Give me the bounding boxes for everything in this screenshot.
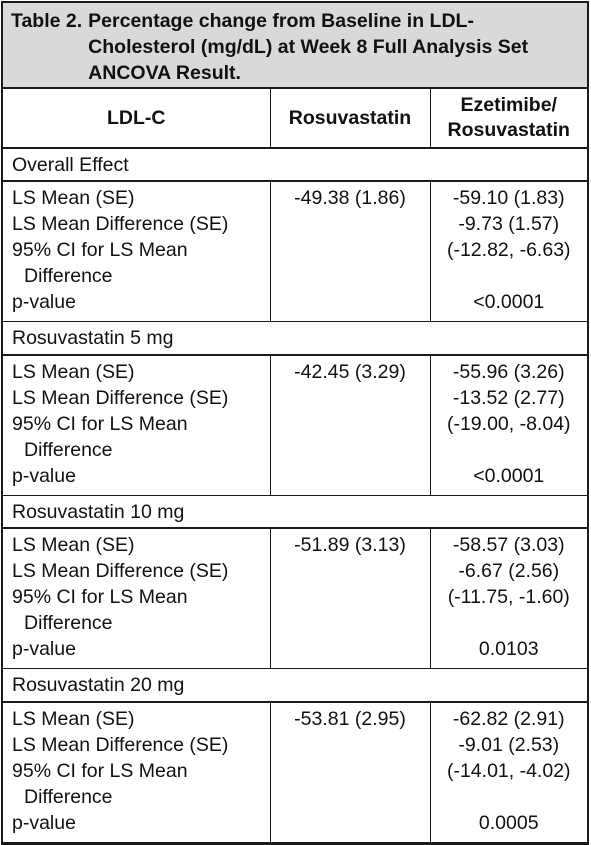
ezetimibe-ci: (-19.00, -8.04) [446, 412, 571, 435]
ezetimibe-rosuvastatin-values-cell: -58.57 (3.03) -6.67 (2.56) (-11.75, -1.6… [429, 527, 588, 669]
label-ls-mean: LS Mean (SE) [12, 707, 135, 730]
header-row: LDL-C Rosuvastatin Ezetimibe/ Rosuvastat… [3, 89, 587, 149]
section-data-row: LS Mean (SE) LS Mean Difference (SE) 95%… [3, 180, 588, 322]
label-ls-mean-difference: LS Mean Difference (SE) [12, 560, 229, 582]
section-row: Rosuvastatin 5 mg [3, 321, 587, 356]
row-labels-cell: LS Mean (SE) LS Mean Difference (SE) 95%… [3, 180, 271, 322]
ezetimibe-ci-spacer [431, 263, 588, 289]
ezetimibe-ls-mean: -59.10 (1.83) [452, 187, 565, 209]
ezetimibe-ci: (-12.82, -6.63) [446, 239, 571, 261]
ezetimibe-ci-spacer [431, 437, 588, 463]
label-ci-continued: Difference [24, 785, 113, 808]
rosuvastatin-ls-mean: -42.45 (3.29) [294, 360, 406, 383]
ezetimibe-rosuvastatin-values-cell: -59.10 (1.83) -9.73 (1.57) (-12.82, -6.6… [429, 180, 588, 322]
label-ci: 95% CI for LS Mean [12, 759, 188, 782]
rosuvastatin-values-cell: -51.89 (3.13) [269, 527, 431, 669]
ezetimibe-ls-mean: -58.57 (3.03) [452, 534, 565, 556]
section-data-row: LS Mean (SE) LS Mean Difference (SE) 95%… [3, 527, 588, 669]
row-labels-cell: LS Mean (SE) LS Mean Difference (SE) 95%… [3, 701, 271, 843]
ezetimibe-ci: (-14.01, -4.02) [446, 759, 571, 782]
section-row: Rosuvastatin 20 mg [3, 668, 587, 703]
section-title: Rosuvastatin 10 mg [3, 494, 587, 529]
label-ls-mean-difference: LS Mean Difference (SE) [12, 733, 229, 756]
rosuvastatin-values-cell: -42.45 (3.29) [269, 354, 431, 496]
rosuvastatin-ls-mean: -49.38 (1.86) [294, 187, 406, 209]
section-row: Overall Effect [3, 147, 587, 182]
section-title: Rosuvastatin 20 mg [3, 668, 587, 703]
ezetimibe-p-value: <0.0001 [473, 464, 545, 487]
row-labels-cell: LS Mean (SE) LS Mean Difference (SE) 95%… [3, 354, 271, 496]
row-labels-cell: LS Mean (SE) LS Mean Difference (SE) 95%… [3, 527, 271, 669]
ezetimibe-ls-mean: -62.82 (2.91) [452, 707, 565, 730]
ezetimibe-ci: (-11.75, -1.60) [447, 586, 570, 608]
table-caption: Table 2. Percentage change from Baseline… [3, 3, 587, 89]
data-table: LDL-C Rosuvastatin Ezetimibe/ Rosuvastat… [3, 89, 587, 843]
label-p-value: p-value [12, 638, 76, 660]
label-ci: 95% CI for LS Mean [12, 586, 188, 608]
ezetimibe-ls-mean-difference: -6.67 (2.56) [458, 560, 560, 582]
label-ci-continued: Difference [24, 612, 113, 634]
label-ls-mean: LS Mean (SE) [12, 187, 135, 209]
rosuvastatin-values-cell: -53.81 (2.95) [269, 701, 431, 843]
label-ci: 95% CI for LS Mean [12, 239, 188, 261]
header-ldl-c: LDL-C [3, 89, 271, 149]
rosuvastatin-values-cell: -49.38 (1.86) [269, 180, 431, 322]
ezetimibe-ls-mean-difference: -9.01 (2.53) [458, 733, 560, 756]
label-ci-continued: Difference [24, 265, 113, 287]
label-p-value: p-value [12, 291, 76, 313]
rosuvastatin-ls-mean: -51.89 (3.13) [294, 534, 406, 556]
table-caption-label: Table 2. [11, 10, 83, 32]
ezetimibe-ls-mean: -55.96 (3.26) [452, 360, 565, 383]
label-ci: 95% CI for LS Mean [12, 412, 188, 435]
label-ls-mean: LS Mean (SE) [12, 534, 135, 556]
section-title: Rosuvastatin 5 mg [3, 321, 587, 356]
ezetimibe-p-value: 0.0103 [478, 638, 539, 660]
ezetimibe-ls-mean-difference: -13.52 (2.77) [452, 386, 565, 409]
label-p-value: p-value [12, 464, 76, 487]
ezetimibe-rosuvastatin-values-cell: -55.96 (3.26) -13.52 (2.77) (-19.00, -8.… [429, 354, 588, 496]
label-ls-mean: LS Mean (SE) [12, 360, 135, 383]
label-ls-mean-difference: LS Mean Difference (SE) [12, 386, 229, 409]
label-ls-mean-difference: LS Mean Difference (SE) [12, 213, 229, 235]
label-p-value: p-value [12, 811, 76, 834]
table-caption-text: Percentage change from Baseline in LDL-C… [88, 10, 529, 84]
ezetimibe-p-value: <0.0001 [473, 291, 545, 313]
label-ci-continued: Difference [24, 438, 113, 461]
header-ezetimibe-rosuvastatin: Ezetimibe/ Rosuvastatin [429, 89, 587, 149]
ezetimibe-ls-mean-difference: -9.73 (1.57) [458, 213, 560, 235]
section-data-row: LS Mean (SE) LS Mean Difference (SE) 95%… [3, 701, 588, 843]
header-rosuvastatin: Rosuvastatin [269, 89, 431, 149]
ezetimibe-rosuvastatin-values-cell: -62.82 (2.91) -9.01 (2.53) (-14.01, -4.0… [429, 701, 588, 843]
section-row: Rosuvastatin 10 mg [3, 494, 587, 529]
rosuvastatin-ls-mean: -53.81 (2.95) [294, 707, 406, 730]
section-data-row: LS Mean (SE) LS Mean Difference (SE) 95%… [3, 354, 588, 496]
ezetimibe-p-value: 0.0005 [478, 811, 539, 834]
ezetimibe-ci-spacer [431, 784, 588, 810]
section-title: Overall Effect [3, 147, 587, 182]
ezetimibe-ci-spacer [431, 610, 588, 636]
